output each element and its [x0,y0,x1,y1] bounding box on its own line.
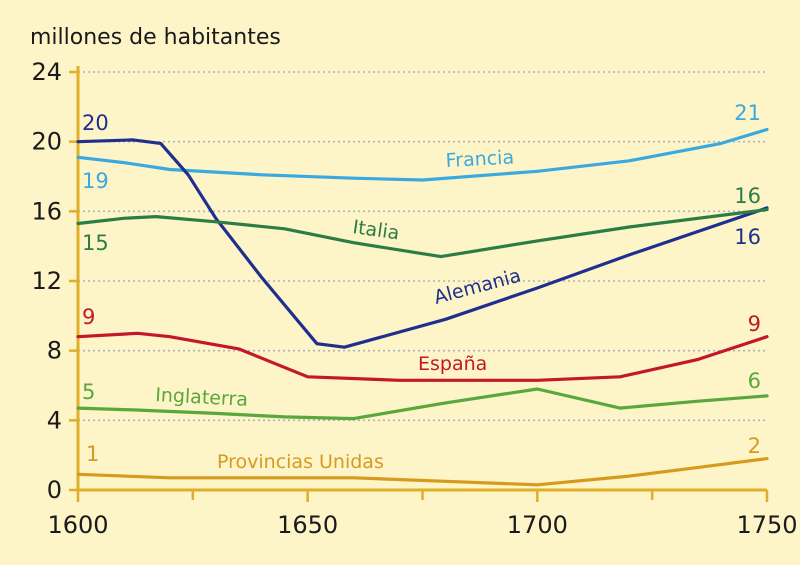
series-start-value-4: 5 [82,380,95,404]
series-line-5 [76,457,769,487]
series-end-value-2: 16 [734,184,761,208]
series-end-value-5: 2 [748,434,761,458]
series-end-value-0: 21 [734,101,761,125]
series-lines [76,127,769,487]
y-tick-label-8: 8 [47,337,62,365]
series-end-value-1: 16 [734,225,761,249]
series-line-3 [76,331,769,382]
series-end-value-4: 6 [748,369,761,393]
x-tick-label-1650: 1650 [277,511,338,539]
series-start-value-1: 20 [82,111,109,135]
series-start-value-2: 15 [82,231,109,255]
series-end-value-3: 9 [748,312,761,336]
series-name-label-4: Inglaterra [155,384,249,411]
series-name-label-5: Provincias Unidas [217,451,384,473]
x-tick-label-1600: 1600 [47,511,108,539]
series-line-0 [76,127,769,182]
series-name-label-0: Francia [445,146,514,172]
x-tick-label-1750: 1750 [736,511,797,539]
series-line-2 [76,208,769,259]
series-start-value-5: 1 [86,442,99,466]
x-tick-label-1700: 1700 [507,511,568,539]
series-start-value-3: 9 [82,305,95,329]
y-tick-label-4: 4 [47,406,62,434]
series-line-1 [76,138,769,349]
series-name-label-3: España [418,353,487,375]
y-tick-label-24: 24 [31,58,62,86]
series-start-value-0: 19 [82,169,109,193]
y-tick-label-16: 16 [31,197,62,225]
y-tick-label-20: 20 [31,128,62,156]
series-line-4 [76,387,769,421]
y-axis-label: millones de habitantes [30,25,281,50]
y-tick-label-0: 0 [47,476,62,504]
y-tick-label-12: 12 [31,267,62,295]
